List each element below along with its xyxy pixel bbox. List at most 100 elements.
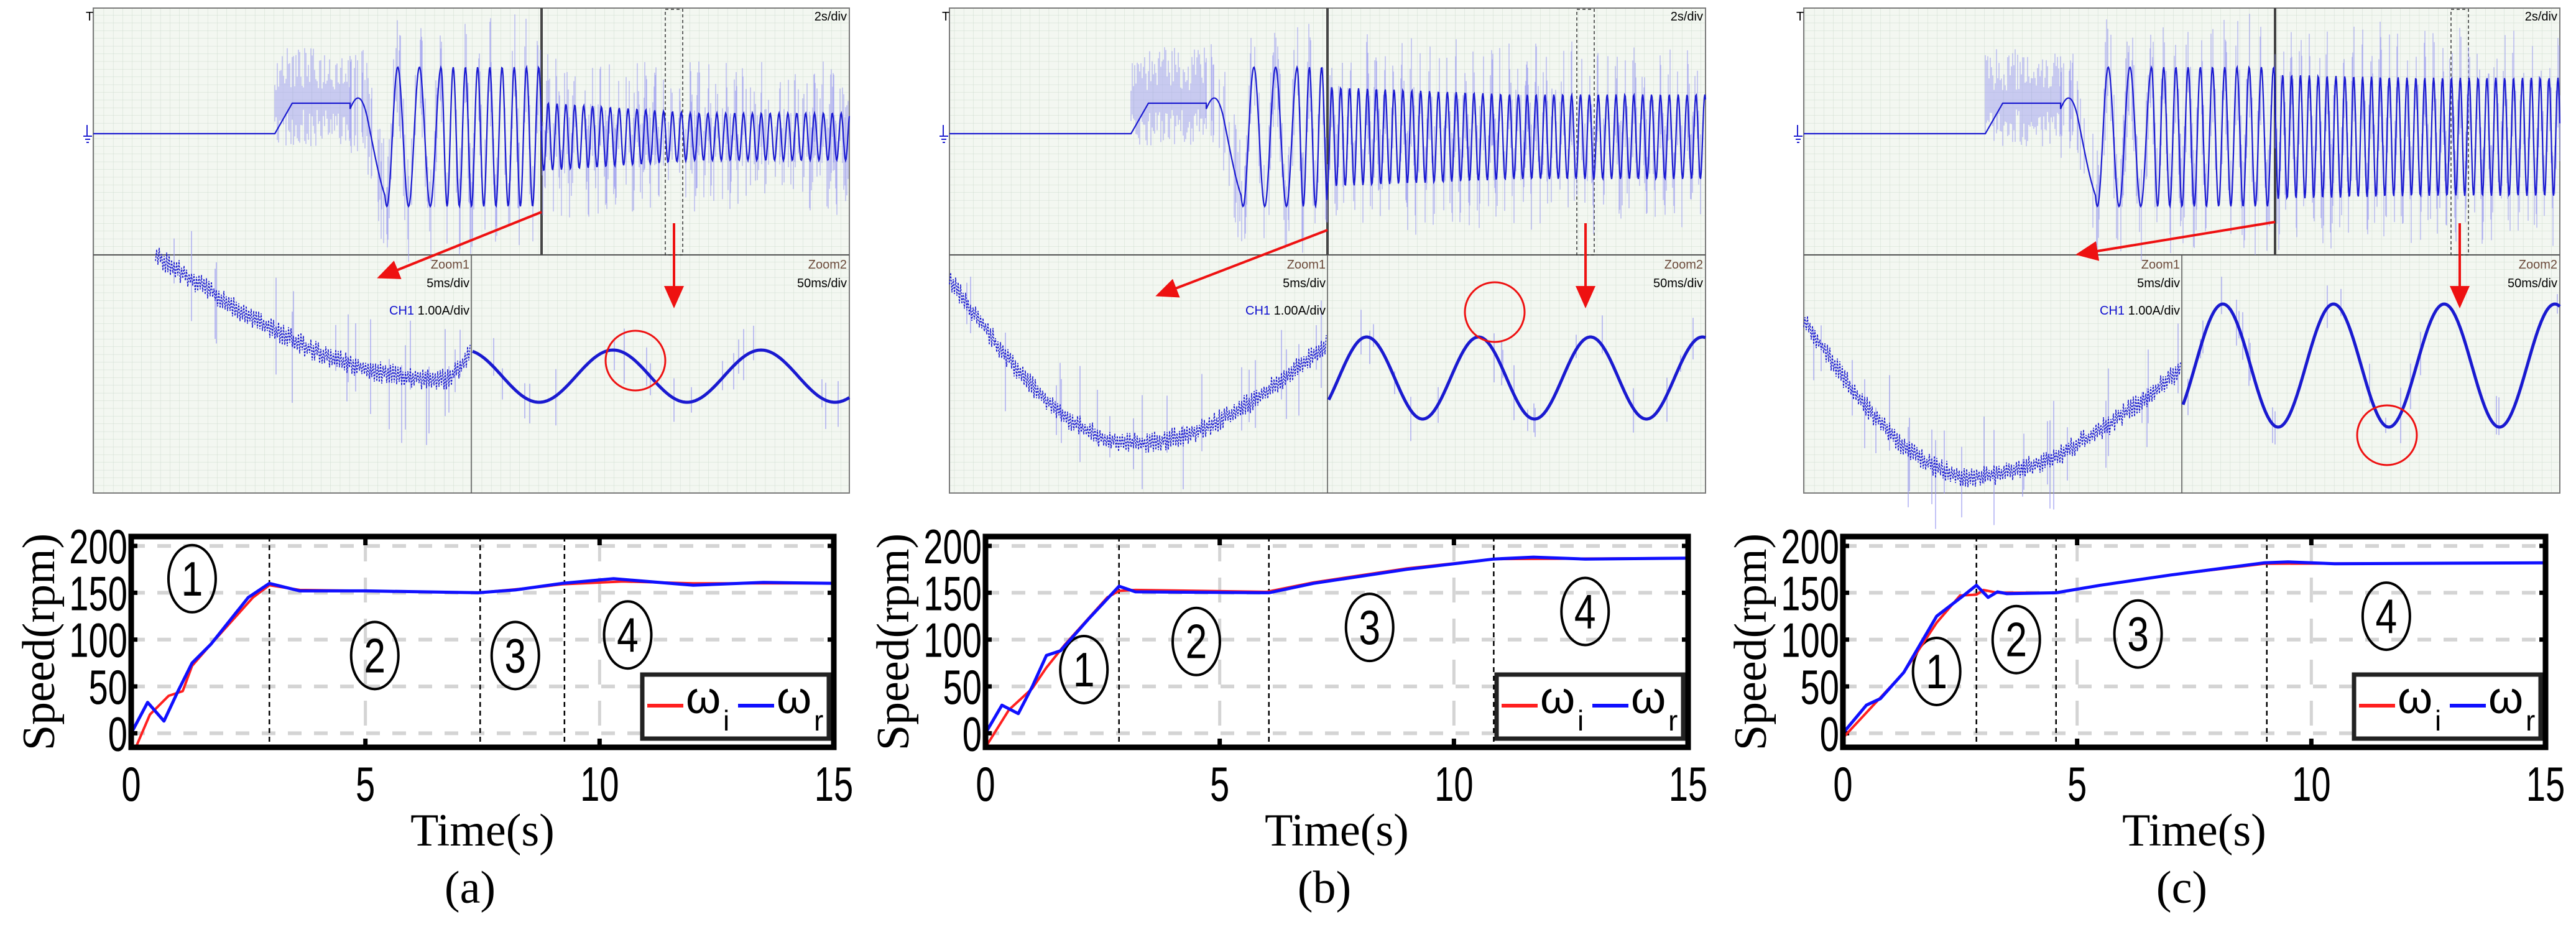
x-tick-label: 15: [2526, 757, 2565, 811]
y-axis-title: Speed(rpm): [1725, 533, 1776, 750]
highlight-circle: [1464, 281, 1526, 343]
channel-scale-label: CH1 1.00A/div: [2100, 304, 2180, 318]
series-line-omega-r: [984, 555, 1690, 735]
legend-subscript: r: [1668, 704, 1678, 737]
timebase-label: 2s/div: [815, 10, 847, 24]
stage-label-circle: [602, 600, 653, 670]
stage-label-number: 2: [364, 629, 385, 683]
zoom1-timebase: 5ms/div: [427, 277, 469, 290]
channel-scale: 1.00A/div: [2128, 304, 2180, 318]
stage-label-circle: [1911, 636, 1962, 706]
zoom2-label: Zoom2: [808, 258, 847, 272]
y-tick-label: 50: [943, 660, 982, 714]
legend-label-omega: ω: [1540, 673, 1575, 723]
y-tick-label: 100: [1781, 614, 1839, 668]
panel-caption: (b): [1298, 862, 1351, 913]
ground-marker-icon: [939, 125, 948, 143]
stage-label-number: 1: [182, 551, 203, 606]
trigger-marker-icon: T: [1796, 10, 1804, 24]
zoom1-arrow-icon: [377, 211, 542, 279]
stage-label-circle: [490, 620, 540, 691]
x-tick-label: 5: [356, 757, 375, 811]
y-tick-label: 50: [89, 660, 127, 714]
y-tick-label: 150: [923, 566, 982, 620]
axes-frame: [128, 533, 837, 750]
legend-label-omega: ω: [1631, 673, 1666, 723]
x-tick-label: 5: [1210, 757, 1229, 811]
scope-trace-zoom1: [949, 272, 1327, 453]
x-axis-title: Time(s): [1265, 805, 1409, 856]
axes-frame: [1840, 533, 2549, 750]
oscilloscope-b: T 2s/div Zoom1 5ms/div CH1 1.00A/div Zoom2 50m…: [939, 7, 1707, 494]
highlight-circle: [604, 330, 667, 392]
stage-label-circle: [1560, 576, 1610, 647]
stage-label-4: 4: [1560, 576, 1610, 647]
zoom1-label: Zoom1: [1287, 258, 1326, 272]
x-tick-label: 0: [976, 757, 995, 811]
zoom1-timebase: 5ms/div: [2137, 277, 2180, 290]
stage-label-1: 1: [1059, 634, 1109, 704]
y-tick-label: 0: [963, 707, 982, 761]
zoom1-timebase: 5ms/div: [1283, 277, 1326, 290]
scope-trace-top: [949, 65, 1707, 209]
scope-trace-zoom1: [155, 247, 471, 390]
legend-label-omega: ω: [2488, 673, 2523, 723]
y-axis-title: Speed(rpm): [14, 533, 65, 750]
stage-label-circle: [2361, 581, 2411, 652]
channel-name: CH1: [1245, 304, 1274, 318]
channel-name: CH1: [389, 304, 418, 318]
legend-label-omega: ω: [777, 673, 811, 723]
zoom2-timebase: 50ms/div: [797, 277, 847, 290]
stage-label-number: 1: [1926, 644, 1947, 698]
zoom2-timebase: 50ms/div: [1653, 277, 1703, 290]
scope-noise-zoom1: [173, 231, 461, 445]
zoom2-label: Zoom2: [1664, 258, 1703, 272]
stage-label-1: 1: [1911, 636, 1962, 706]
stage-label-3: 3: [490, 620, 540, 691]
legend-subscript: i: [2435, 704, 2441, 737]
oscilloscope-a: T 2s/div Zoom1 5ms/div CH1 1.00A/div Zoom2 50m…: [83, 7, 851, 494]
scope-noise-zoom2: [1360, 310, 1694, 441]
stage-label-number: 4: [1574, 584, 1596, 639]
trigger-marker-icon: T: [942, 10, 949, 24]
x-axis-title: Time(s): [410, 805, 555, 856]
x-tick-label: 15: [1669, 757, 1707, 811]
scope-trace-zoom2: [2181, 302, 2561, 429]
legend-label-omega: ω: [686, 673, 721, 723]
panel-caption: (c): [2156, 862, 2207, 913]
x-tick-label: 10: [2292, 757, 2330, 811]
stage-label-number: 3: [2127, 607, 2149, 661]
x-tick-label: 15: [815, 757, 853, 811]
y-tick-label: 0: [1820, 707, 1839, 761]
scope-trace-top: [93, 65, 851, 209]
oscilloscope-c: T 2s/div Zoom1 5ms/div CH1 1.00A/div Zoom2 50m…: [1794, 7, 2561, 529]
legend-label-omega: ω: [2398, 673, 2432, 723]
stage-label-1: 1: [167, 543, 217, 614]
axes-frame: [982, 533, 1691, 750]
stage-label-3: 3: [2113, 599, 2163, 669]
zoom1-arrow-icon: [1155, 229, 1328, 298]
stage-label-circle: [1344, 593, 1395, 663]
stage-label-circle: [1059, 634, 1109, 704]
y-tick-label: 100: [69, 614, 127, 668]
x-tick-label: 0: [1833, 757, 1852, 811]
stage-label-2: 2: [1991, 604, 2041, 675]
stage-label-circle: [1171, 606, 1221, 676]
y-tick-label: 200: [69, 520, 127, 574]
stage-label-2: 2: [349, 620, 400, 691]
zoom1-label: Zoom1: [2141, 258, 2180, 272]
scope-trace-zoom2: [472, 348, 851, 404]
y-tick-label: 100: [923, 614, 982, 668]
series-line-omega-r: [1841, 560, 2547, 735]
scope-trace-zoom1: [1803, 316, 2181, 487]
stage-label-number: 2: [2005, 612, 2027, 666]
scope-trace-zoom2: [1327, 335, 1706, 421]
y-tick-label: 150: [1781, 566, 1839, 620]
trigger-marker-icon: T: [86, 10, 93, 24]
y-tick-label: 150: [69, 566, 127, 620]
ground-marker-icon: [1794, 125, 1803, 143]
stage-label-circle: [349, 620, 400, 691]
